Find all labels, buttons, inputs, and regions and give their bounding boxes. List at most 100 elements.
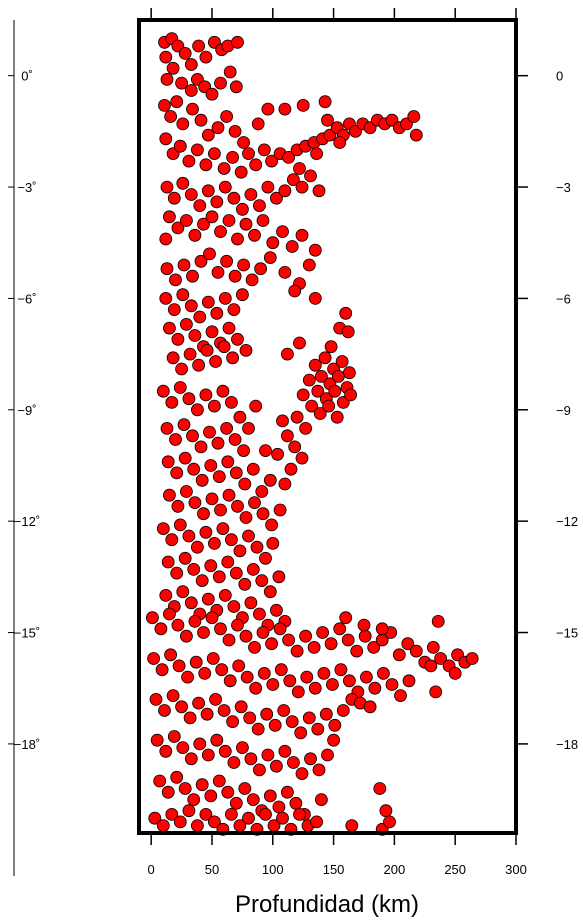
earthquake-point	[201, 748, 215, 762]
earthquake-point	[251, 722, 265, 736]
earthquake-point	[199, 525, 213, 539]
earthquake-point	[170, 770, 184, 784]
earthquake-point	[261, 180, 275, 194]
earthquake-point	[159, 744, 173, 758]
earthquake-point	[218, 744, 232, 758]
earthquake-point	[254, 262, 268, 276]
earthquake-point	[368, 681, 382, 695]
earthquake-point	[424, 659, 438, 673]
earthquake-point	[239, 343, 253, 357]
earthquake-point	[284, 462, 298, 476]
earthquake-point	[188, 329, 202, 342]
earthquake-point	[190, 143, 204, 157]
earthquake-point	[167, 191, 181, 205]
earthquake-point	[321, 748, 334, 762]
earthquake-point	[184, 188, 198, 201]
earthquake-point	[242, 147, 255, 161]
earthquake-point	[195, 778, 209, 792]
earthquake-point	[159, 232, 173, 246]
earthquake-point	[312, 763, 326, 777]
earthquake-point	[182, 529, 196, 543]
earthquake-point	[162, 321, 176, 335]
latitude-label-left: 0˚	[21, 69, 33, 84]
earthquake-point	[291, 685, 305, 699]
earthquake-point	[305, 399, 319, 413]
earthquake-point	[290, 410, 304, 424]
earthquake-point	[188, 496, 202, 510]
earthquake-point	[195, 574, 209, 587]
earthquake-point	[207, 815, 221, 829]
earthquake-point	[293, 162, 306, 175]
earthquake-point	[167, 303, 181, 317]
earthquake-point	[257, 143, 271, 157]
earthquake-point	[149, 693, 163, 706]
earthquake-point	[216, 522, 230, 535]
earthquake-point	[227, 600, 241, 613]
x-tick-label: 250	[444, 862, 466, 877]
earthquake-point	[165, 533, 179, 547]
earthquake-point	[182, 154, 196, 168]
earthquake-point	[274, 663, 288, 677]
earthquake-point	[383, 815, 396, 829]
earthquake-point	[269, 603, 283, 617]
earthquake-point	[379, 804, 393, 818]
earthquake-point	[339, 306, 353, 320]
earthquake-point	[266, 678, 280, 691]
earthquake-point	[429, 685, 443, 699]
earthquake-point	[156, 522, 170, 535]
earthquake-point	[358, 629, 372, 643]
earthquake-point	[192, 358, 206, 372]
earthquake-point	[184, 752, 198, 766]
earthquake-point	[282, 150, 296, 164]
earthquake-point	[164, 110, 178, 123]
earthquake-point	[207, 399, 221, 413]
earthquake-point	[159, 291, 173, 305]
x-axis-title: Profundidad (km)	[235, 891, 419, 918]
x-tick-label: 100	[262, 862, 284, 877]
earthquake-point	[290, 644, 304, 658]
earthquake-point	[242, 811, 255, 825]
earthquake-point	[255, 485, 269, 498]
earthquake-point	[199, 50, 213, 64]
earthquake-point	[402, 674, 416, 688]
earthquake-point	[288, 440, 302, 454]
earthquake-point	[234, 165, 248, 179]
earthquake-point	[286, 173, 300, 187]
earthquake-point	[330, 410, 344, 424]
earthquake-point	[244, 188, 258, 201]
earthquake-point	[252, 763, 266, 777]
earthquake-point	[154, 622, 168, 636]
earthquake-point	[193, 199, 207, 213]
earthquake-point	[176, 176, 190, 190]
earthquake-point	[242, 421, 255, 435]
earthquake-point	[265, 154, 279, 168]
earthquake-point	[334, 663, 348, 677]
earthquake-point	[285, 240, 299, 253]
earthquake-point	[304, 752, 317, 766]
earthquake-point	[235, 741, 249, 754]
earthquake-point	[239, 217, 253, 231]
earthquake-point	[184, 84, 198, 97]
earthquake-point	[233, 410, 247, 424]
earthquake-point	[308, 291, 322, 305]
latitude-label-left: −3˚	[17, 180, 36, 195]
earthquake-point	[249, 158, 263, 172]
earthquake-point	[161, 455, 175, 469]
earthquake-point	[265, 637, 279, 651]
earthquake-point	[222, 321, 236, 335]
earthquake-point	[184, 299, 198, 313]
earthquake-point	[299, 629, 313, 643]
earthquake-point	[273, 622, 287, 636]
earthquake-point	[263, 473, 277, 487]
earthquake-point	[160, 421, 174, 435]
earthquake-point	[183, 711, 197, 725]
earthquake-point	[150, 733, 164, 747]
earthquake-point	[231, 618, 244, 632]
earthquake-point	[312, 184, 326, 198]
earthquake-point	[160, 262, 174, 276]
earthquake-point	[192, 39, 206, 53]
earthquake-point	[178, 47, 192, 60]
earthquake-point	[296, 388, 310, 402]
earthquake-point	[158, 704, 171, 717]
earthquake-point	[304, 169, 317, 183]
